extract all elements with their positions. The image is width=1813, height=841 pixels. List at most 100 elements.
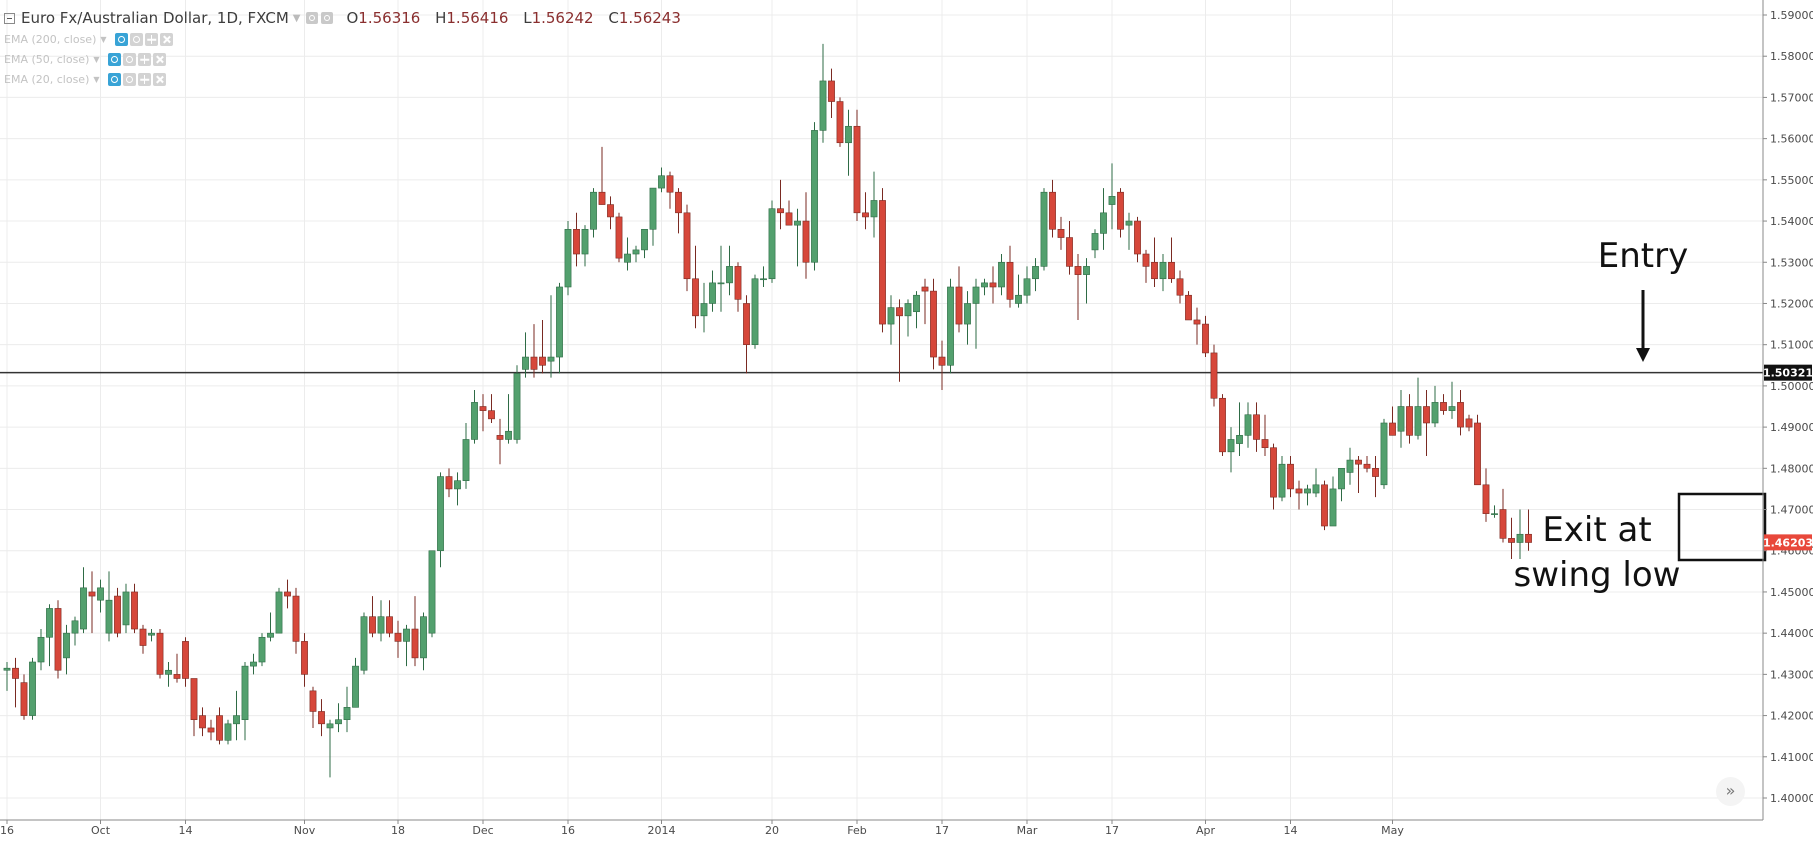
x-tick-label: 2014 <box>648 824 676 837</box>
x-tick-label: 17 <box>1105 824 1119 837</box>
candle-body <box>326 723 334 729</box>
candle-body <box>454 480 461 490</box>
candle-down <box>1219 394 1226 456</box>
candle-down <box>190 678 198 737</box>
candle-up <box>547 295 555 378</box>
candle-up <box>522 332 529 378</box>
eye-icon[interactable] <box>107 53 121 66</box>
candle-up <box>3 662 11 691</box>
candle-body <box>896 307 903 317</box>
plus-icon[interactable] <box>137 53 151 66</box>
chevron-down-icon[interactable]: ▼ <box>100 35 107 44</box>
level-price-label: 1.50321 <box>1763 367 1813 380</box>
candle-body <box>37 636 45 663</box>
candle-body <box>879 200 886 325</box>
gear-icon[interactable] <box>129 33 143 46</box>
candle-down <box>1176 270 1184 304</box>
candle-body <box>318 711 325 725</box>
candle-up <box>29 657 36 720</box>
candle-body <box>1448 406 1456 411</box>
candle-down <box>301 633 308 687</box>
candle-down <box>496 418 504 465</box>
scroll-to-realtime-button[interactable]: » <box>1716 777 1745 806</box>
chevron-down-icon[interactable]: ▼ <box>93 75 100 84</box>
plus-icon[interactable] <box>137 73 151 86</box>
candle-body <box>904 303 912 317</box>
candle-down <box>955 266 963 333</box>
candle-body <box>1015 294 1022 304</box>
candle-up <box>122 583 130 634</box>
candle-body <box>122 591 130 626</box>
candle-up <box>717 245 725 312</box>
candle-body <box>199 715 206 729</box>
candle-body <box>709 282 716 304</box>
y-tick-label: 1.43000 <box>1770 668 1813 681</box>
candle-body <box>1372 468 1379 477</box>
indicator-row-ema-200[interactable]: EMA (200, close) ▼ <box>4 33 175 46</box>
candle-body <box>207 727 215 733</box>
eye-icon[interactable] <box>114 33 128 46</box>
candle-up <box>1304 484 1311 506</box>
close-icon[interactable] <box>159 33 173 46</box>
plus-icon[interactable] <box>144 33 158 46</box>
candle-body <box>301 641 308 675</box>
x-tick-label: 17 <box>935 824 949 837</box>
y-tick-label: 1.48000 <box>1770 462 1813 475</box>
candle-down <box>1389 406 1396 436</box>
candle-body <box>224 723 232 741</box>
gear-icon[interactable] <box>122 53 136 66</box>
collapse-icon[interactable] <box>4 12 15 24</box>
last-price-label: 1.46203 <box>1763 536 1813 549</box>
candle-body <box>139 628 147 646</box>
candle-up <box>1431 385 1439 428</box>
indicator-row-ema-20[interactable]: EMA (20, close) ▼ <box>4 73 168 86</box>
candle-body <box>1414 406 1422 436</box>
candle-body <box>1329 488 1337 527</box>
candle-body <box>1134 220 1141 255</box>
candle-body <box>1066 237 1073 267</box>
indicator-row-ema-50[interactable]: EMA (50, close) ▼ <box>4 53 168 66</box>
candle-body <box>1261 439 1269 449</box>
gear-icon[interactable] <box>321 12 334 24</box>
chevron-down-icon[interactable]: ▼ <box>93 55 100 64</box>
candle-body <box>1210 352 1218 399</box>
candle-down <box>394 620 402 658</box>
candles <box>3 43 1532 778</box>
candle-body <box>369 616 376 634</box>
x-tick-label: Dec <box>472 824 493 837</box>
candle-down <box>1142 249 1150 283</box>
candle-down <box>1465 414 1473 432</box>
candle-body <box>921 286 929 292</box>
indicator-label[interactable]: EMA (20, close) <box>4 73 90 86</box>
high-value: 1.56416 <box>446 9 509 27</box>
indicator-label[interactable]: EMA (200, close) <box>4 33 97 46</box>
close-icon[interactable] <box>152 53 166 66</box>
candle-body <box>114 595 121 634</box>
candle-body <box>12 667 19 679</box>
chevron-down-icon[interactable]: ▼ <box>292 12 301 24</box>
candle-up <box>726 245 733 296</box>
y-tick-label: 1.55000 <box>1770 174 1813 187</box>
candle-body <box>581 228 589 255</box>
gear-icon[interactable] <box>122 73 136 86</box>
candle-up <box>471 390 478 444</box>
candle-body <box>624 253 631 263</box>
candle-up <box>1278 455 1286 502</box>
candle-down <box>938 340 946 391</box>
candle-down <box>777 179 784 230</box>
candle-up <box>964 291 971 345</box>
symbol-title[interactable]: Euro Fx/Australian Dollar, 1D, FXCM <box>21 9 289 27</box>
candle-down <box>318 699 325 737</box>
close-icon[interactable] <box>152 73 166 86</box>
candle-up <box>80 567 87 634</box>
candle-down <box>683 204 691 292</box>
candle-body <box>1159 261 1167 280</box>
candle-up <box>165 662 172 687</box>
candle-up <box>1346 447 1354 485</box>
indicator-label[interactable]: EMA (50, close) <box>4 53 90 66</box>
candle-body <box>726 266 733 284</box>
candle-body <box>462 439 470 481</box>
eye-icon[interactable] <box>306 12 319 24</box>
eye-icon[interactable] <box>107 73 121 86</box>
